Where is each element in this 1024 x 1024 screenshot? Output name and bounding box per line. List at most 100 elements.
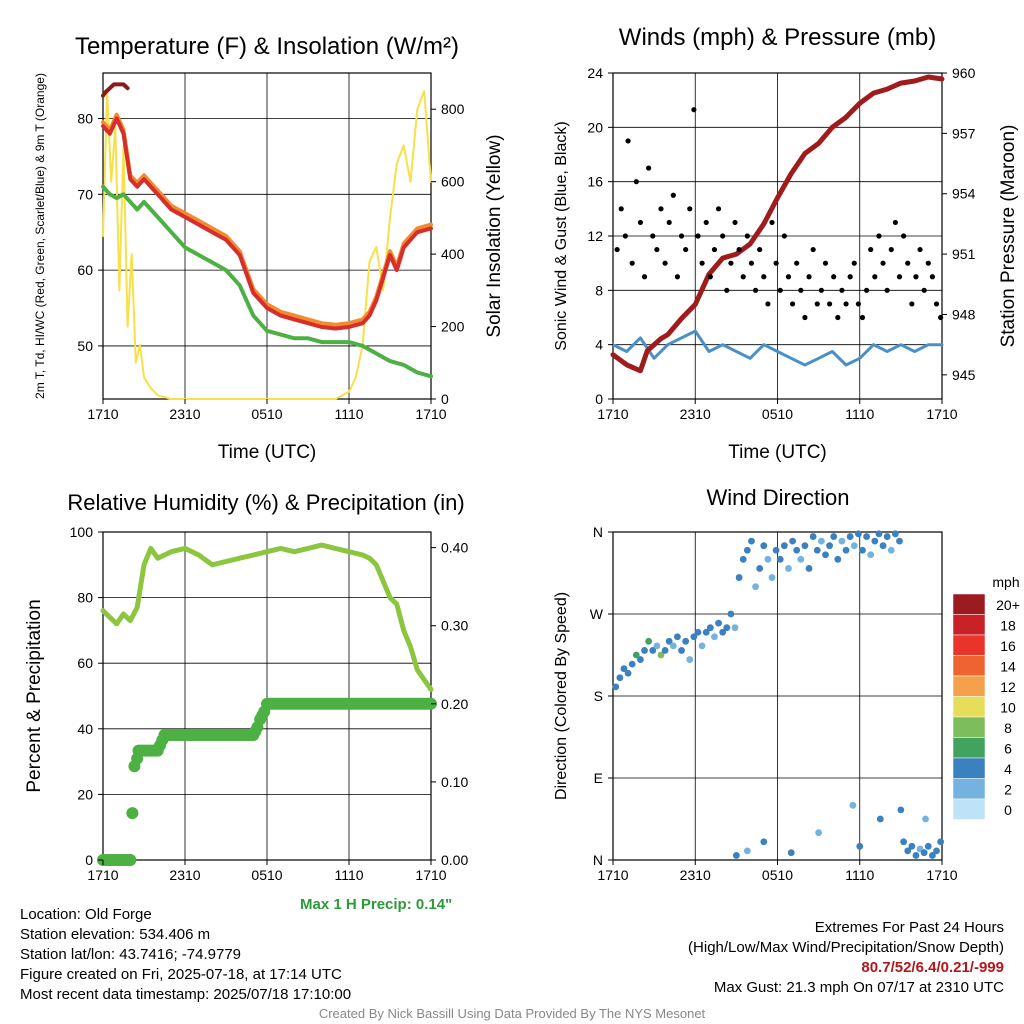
legend-swatch [952, 778, 986, 800]
latlon-text: Station lat/lon: 43.7416; -74.9779 [20, 946, 242, 963]
y-axis-label: 2m T, Td, HI/WC (Red, Green, Scarlet/Blu… [33, 73, 47, 399]
chart-title: Relative Humidity (%) & Precipitation (i… [67, 490, 464, 515]
direction-point [772, 546, 780, 554]
y-right-tick-label: 0.40 [441, 540, 468, 556]
gust-point [876, 233, 882, 239]
legend-swatch [952, 655, 986, 677]
y-tick-label: 60 [77, 655, 93, 671]
x-tick-label: 2310 [680, 406, 711, 422]
direction-point [838, 537, 846, 545]
direction-point [698, 642, 706, 650]
gust-point [720, 233, 726, 239]
direction-point [731, 624, 739, 632]
gust-point [785, 274, 792, 280]
direction-point [711, 633, 718, 641]
direction-point [846, 533, 854, 540]
direction-point [900, 838, 908, 846]
direction-point [760, 838, 768, 846]
y-tick-label: 80 [77, 590, 93, 606]
y-tick-label: 60 [77, 262, 93, 278]
gust-point [683, 246, 689, 253]
gust-point [814, 301, 820, 307]
y-right-tick-label: 200 [441, 319, 465, 335]
y-right-tick-label: 957 [952, 125, 976, 141]
x-tick-label: 1710 [87, 867, 118, 883]
y-right-axis-label: Station Pressure (Maroon) [998, 125, 1019, 348]
y-tick-label: E [594, 770, 603, 786]
gust-point [843, 301, 849, 307]
legend-swatch [952, 798, 986, 820]
x-tick-label: 2310 [169, 406, 200, 422]
direction-point [883, 533, 891, 540]
chart-title: Wind Direction [706, 485, 849, 510]
x-tick-label: 0510 [251, 867, 282, 883]
gust-point [781, 233, 787, 239]
gust-point [880, 260, 886, 266]
direction-point [760, 542, 768, 550]
direction-point [690, 633, 698, 641]
y-axis-label: Direction (Colored By Speed) [553, 592, 570, 800]
direction-point [743, 546, 751, 554]
direction-point [768, 574, 776, 581]
recent-text: Most recent data timestamp: 2025/07/18 1… [20, 986, 352, 1003]
direction-point [937, 838, 945, 846]
y-right-tick-label: 960 [952, 65, 976, 81]
gust-point [831, 274, 837, 280]
x-tick-label: 1110 [845, 406, 874, 422]
gust-point [868, 246, 874, 253]
gust-point [826, 301, 833, 307]
direction-point [702, 628, 710, 636]
direction-point [908, 842, 916, 850]
direction-point [637, 656, 644, 663]
direction-point [678, 647, 685, 654]
legend-swatch [952, 675, 986, 697]
legend-swatch [952, 593, 986, 615]
direction-point [830, 533, 838, 540]
direction-point [879, 542, 887, 550]
gust-point [789, 301, 796, 307]
legend-swatch [952, 696, 986, 718]
x-tick-label: 2310 [169, 867, 200, 883]
gust-point [695, 233, 701, 239]
x-tick-label: 0510 [251, 406, 282, 422]
legend-label: 16 [1000, 638, 1016, 654]
direction-point [849, 801, 857, 809]
y-tick-label: 70 [77, 186, 93, 202]
direction-point [933, 847, 940, 855]
precip-point [124, 854, 137, 866]
gust-point [806, 274, 812, 280]
legend-label: 14 [1000, 659, 1016, 675]
extremes-info: Extremes For Past 24 Hours (High/Low/Max… [688, 918, 1004, 998]
direction-point [661, 647, 669, 654]
y-tick-label: 0 [85, 852, 93, 868]
y-right-tick-label: 951 [952, 246, 976, 262]
gust-point [740, 274, 746, 280]
credit-text: Created By Nick Bassill Using Data Provi… [318, 1006, 706, 1021]
gust-point [773, 260, 779, 266]
gust-point [913, 274, 919, 280]
direction-point [665, 637, 673, 645]
direction-point [854, 530, 862, 538]
direction-point [871, 537, 879, 545]
legend-label: 8 [1004, 720, 1012, 736]
gust-point [715, 206, 722, 212]
station-info: Location: Old Forge Station elevation: 5… [20, 905, 351, 1005]
legend-swatch [952, 737, 986, 759]
legend-swatch [952, 757, 986, 779]
direction-point [891, 530, 899, 538]
y-tick-label: 100 [70, 524, 94, 540]
direction-point [805, 565, 813, 572]
gust-point [822, 260, 829, 266]
gust-point [629, 260, 635, 266]
y-right-tick-label: 0.10 [441, 774, 468, 790]
gust-point [744, 233, 750, 239]
gust-point [711, 246, 718, 253]
y-tick-label: 20 [77, 786, 93, 802]
gust-point [633, 179, 639, 185]
direction-point [674, 633, 681, 641]
gust-point [929, 274, 936, 280]
gust-point [703, 219, 709, 226]
direction-point [616, 674, 624, 682]
direction-point [904, 847, 912, 855]
temp-series-line [101, 184, 433, 379]
